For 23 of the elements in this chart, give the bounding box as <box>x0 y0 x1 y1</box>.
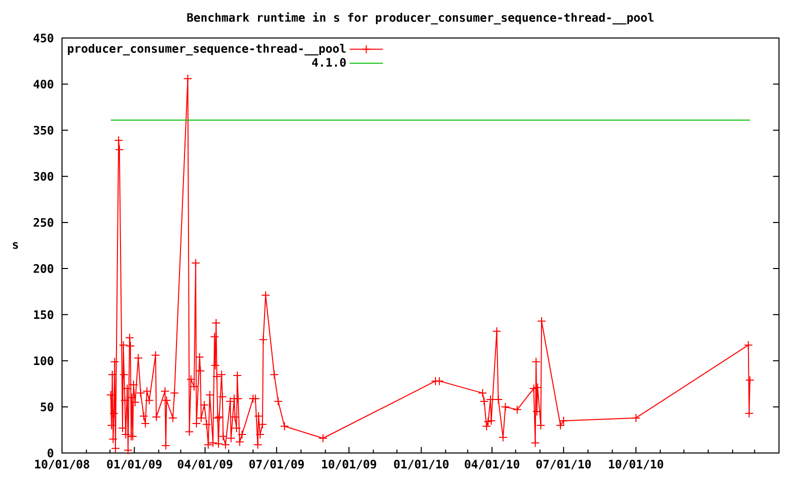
y-tick-label: 50 <box>40 402 54 412</box>
x-tick-label: 10/01/08 <box>35 460 90 470</box>
y-tick-label: 150 <box>34 310 54 320</box>
x-tick-label: 04/01/09 <box>178 460 232 470</box>
x-tick-label: 04/01/10 <box>464 460 520 470</box>
x-tick-label: 01/01/09 <box>107 460 162 470</box>
x-tick-label: 07/01/10 <box>536 460 591 470</box>
x-tick-label: 10/01/09 <box>322 460 376 470</box>
y-tick-label: 400 <box>34 80 54 88</box>
x-tick-label: 01/01/10 <box>394 460 449 470</box>
chart-title: Benchmark runtime in s for producer_consumer_sequence-thread-__pool <box>187 12 654 24</box>
y-tick-label: 100 <box>34 356 54 366</box>
y-tick-label: 0 <box>48 448 54 458</box>
x-tick-label: 07/01/09 <box>249 460 304 470</box>
y-tick-label: 200 <box>34 264 54 273</box>
y-tick-label: 450 <box>34 34 54 42</box>
y-tick-label: 300 <box>34 172 54 181</box>
y-tick-label: 250 <box>34 218 54 227</box>
legend-label: producer_consumer_sequence-thread-__pool <box>68 44 346 56</box>
y-tick-label: 350 <box>34 126 54 135</box>
legend-label: 4.1.0 <box>312 58 346 67</box>
x-tick-label: 10/01/10 <box>609 460 664 470</box>
y-axis-title: s <box>12 242 18 249</box>
